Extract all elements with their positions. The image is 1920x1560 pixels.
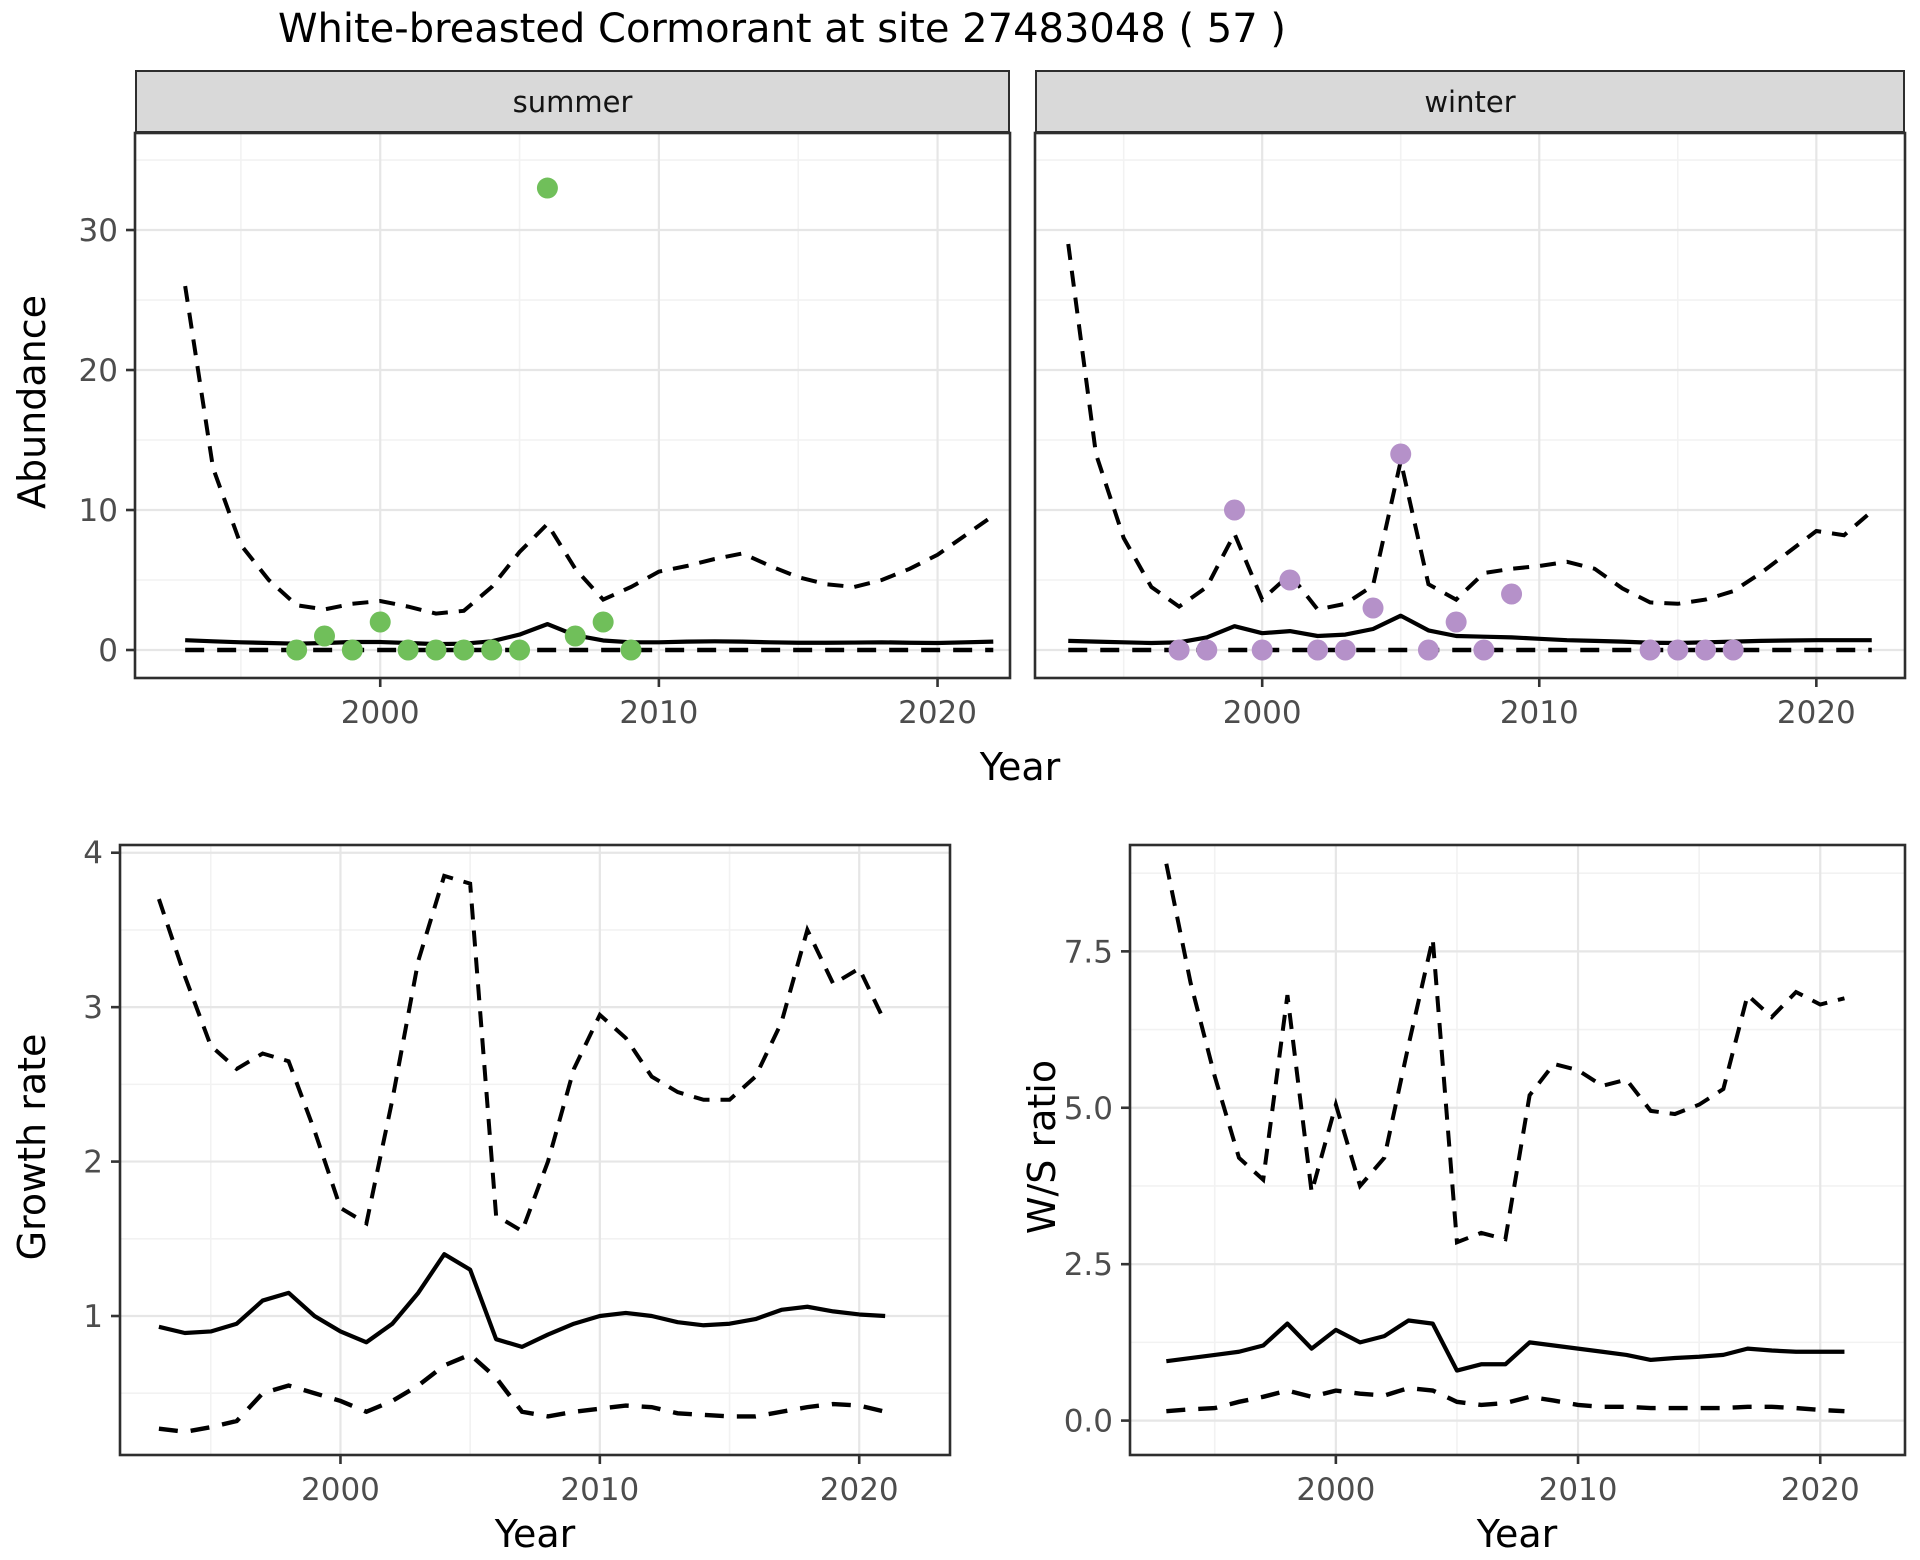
upper-ci-line <box>183 285 995 616</box>
observation-point-winter <box>1501 583 1523 605</box>
panel-border <box>1128 843 1907 1457</box>
observation-point-summer <box>564 625 586 647</box>
y-axis-title-abundance: Abundance <box>10 294 54 510</box>
observation-point-winter <box>1445 611 1467 633</box>
upper-ci-line <box>1066 243 1874 612</box>
observation-point-summer <box>341 639 363 661</box>
y-tick-label: 2.5 <box>1064 1247 1113 1283</box>
fit-line <box>158 1252 886 1349</box>
y-tick-label: 5.0 <box>1064 1091 1113 1127</box>
x-axis-title-year-top: Year <box>979 745 1061 789</box>
observation-point-summer <box>313 625 335 647</box>
observation-point-winter <box>1196 639 1218 661</box>
x-tick-label: 2020 <box>898 695 977 731</box>
observation-point-winter <box>1251 639 1273 661</box>
observation-point-winter <box>1334 639 1356 661</box>
observation-point-summer <box>286 639 308 661</box>
observation-point-winter <box>1417 639 1439 661</box>
observation-point-winter <box>1223 499 1245 521</box>
y-tick-label: 10 <box>79 493 118 529</box>
panel-winter: 2000 2010 2020 <box>1033 131 1907 731</box>
observation-point-winter <box>1473 639 1495 661</box>
y-tick-label: 30 <box>79 213 118 249</box>
observation-point-winter <box>1695 639 1717 661</box>
x-tick-label: 2000 <box>1223 695 1302 731</box>
x-axis-title-year-ws: Year <box>1476 1512 1558 1556</box>
x-tick-label: 2010 <box>619 695 698 731</box>
observation-point-winter <box>1168 639 1190 661</box>
y-tick-label: 4 <box>83 836 103 872</box>
observation-point-summer <box>620 639 642 661</box>
x-tick-label: 2000 <box>301 1472 380 1508</box>
upper-ci-line <box>157 873 887 1235</box>
y-axis-title-ws-ratio: W/S ratio <box>1020 1059 1064 1235</box>
x-tick-label: 2020 <box>820 1472 899 1508</box>
observation-point-winter <box>1667 639 1689 661</box>
observation-point-winter <box>1279 569 1301 591</box>
y-tick-label: 7.5 <box>1064 934 1113 970</box>
x-tick-label: 2010 <box>560 1472 639 1508</box>
observation-point-summer <box>453 639 475 661</box>
y-tick-label: 20 <box>79 353 118 389</box>
observation-point-winter <box>1307 639 1329 661</box>
upper-ci-line <box>1164 863 1845 1246</box>
x-tick-label: 2020 <box>1781 1472 1860 1508</box>
observation-point-summer <box>592 611 614 633</box>
observation-point-winter <box>1390 443 1412 465</box>
panel-border <box>133 131 1012 680</box>
y-tick-label: 3 <box>83 990 103 1026</box>
x-tick-label: 2010 <box>1539 1472 1618 1508</box>
panel-summer: 2000 2010 2020 0 10 20 30 <box>79 131 1012 731</box>
facet-strip-winter: winter <box>1035 70 1905 133</box>
panel-growth: 2000 2010 2020 1 2 3 4 <box>83 836 952 1508</box>
observation-point-summer <box>425 639 447 661</box>
observation-point-summer <box>481 639 503 661</box>
observation-point-winter <box>1722 639 1744 661</box>
observation-point-summer <box>536 177 558 199</box>
observation-point-summer <box>397 639 419 661</box>
y-tick-label: 2 <box>83 1145 103 1181</box>
facet-strip-winter-label: winter <box>1424 84 1516 119</box>
observation-point-winter <box>1362 597 1384 619</box>
observation-point-summer <box>369 611 391 633</box>
panel-ws: 2000 2010 2020 0.0 2.5 5.0 7.5 <box>1064 843 1907 1508</box>
facet-strip-summer: summer <box>135 70 1010 133</box>
observation-point-summer <box>509 639 531 661</box>
facet-strip-summer-label: summer <box>512 84 633 119</box>
lower-ci-line <box>1166 1385 1845 1414</box>
observation-point-winter <box>1639 639 1661 661</box>
x-axis-title-year-growth: Year <box>494 1512 576 1556</box>
plot-title: White-breasted Cormorant at site 2748304… <box>277 6 1287 52</box>
x-tick-label: 2000 <box>341 695 420 731</box>
y-tick-label: 0.0 <box>1064 1404 1113 1440</box>
y-tick-label: 0 <box>98 633 118 669</box>
panel-border <box>1033 131 1907 680</box>
panel-border <box>118 843 952 1457</box>
x-tick-label: 2000 <box>1296 1472 1375 1508</box>
lower-ci-line <box>158 1352 886 1435</box>
x-tick-label: 2010 <box>1500 695 1579 731</box>
x-tick-label: 2020 <box>1777 695 1856 731</box>
fit-line <box>1166 1318 1845 1373</box>
y-axis-title-growth-rate: Growth rate <box>10 1033 54 1261</box>
y-tick-label: 1 <box>83 1299 103 1335</box>
